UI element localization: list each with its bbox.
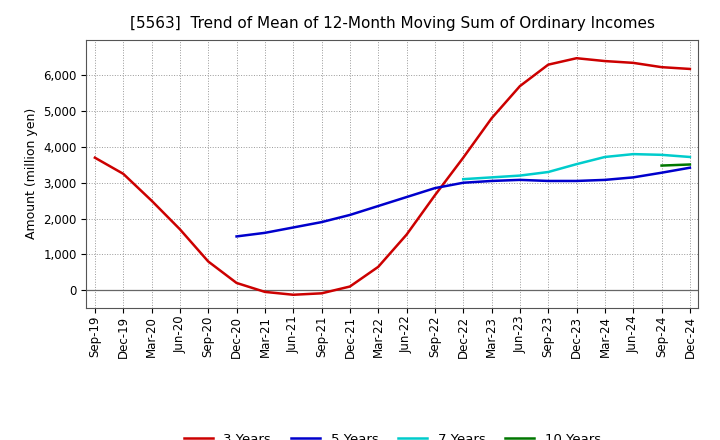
Title: [5563]  Trend of Mean of 12-Month Moving Sum of Ordinary Incomes: [5563] Trend of Mean of 12-Month Moving …	[130, 16, 655, 32]
3 Years	[544, 62, 552, 67]
3 Years	[176, 227, 184, 232]
10 Years	[685, 162, 694, 167]
3 Years	[600, 59, 609, 64]
5 Years	[572, 178, 581, 183]
7 Years	[600, 154, 609, 160]
3 Years	[431, 193, 439, 198]
3 Years	[119, 171, 127, 176]
7 Years	[572, 161, 581, 167]
Legend: 3 Years, 5 Years, 7 Years, 10 Years: 3 Years, 5 Years, 7 Years, 10 Years	[179, 427, 606, 440]
Line: 5 Years: 5 Years	[237, 168, 690, 236]
5 Years	[402, 194, 411, 200]
5 Years	[657, 170, 666, 176]
3 Years	[657, 65, 666, 70]
7 Years	[459, 176, 467, 182]
7 Years	[516, 173, 524, 178]
10 Years	[657, 163, 666, 168]
5 Years	[487, 178, 496, 183]
5 Years	[261, 230, 269, 235]
3 Years	[91, 155, 99, 160]
Line: 7 Years: 7 Years	[463, 154, 690, 179]
5 Years	[685, 165, 694, 170]
5 Years	[318, 220, 326, 225]
7 Years	[487, 175, 496, 180]
7 Years	[629, 151, 637, 157]
3 Years	[572, 55, 581, 61]
5 Years	[346, 213, 354, 218]
Line: 3 Years: 3 Years	[95, 58, 690, 295]
3 Years	[148, 198, 156, 203]
7 Years	[657, 152, 666, 158]
5 Years	[289, 225, 297, 230]
3 Years	[289, 292, 297, 297]
3 Years	[402, 232, 411, 237]
5 Years	[459, 180, 467, 185]
5 Years	[544, 178, 552, 183]
5 Years	[516, 177, 524, 183]
3 Years	[459, 155, 467, 160]
7 Years	[544, 169, 552, 175]
7 Years	[685, 154, 694, 160]
3 Years	[204, 259, 212, 264]
3 Years	[516, 84, 524, 89]
3 Years	[261, 289, 269, 294]
3 Years	[346, 284, 354, 289]
3 Years	[233, 280, 241, 286]
3 Years	[318, 291, 326, 296]
5 Years	[431, 186, 439, 191]
3 Years	[374, 264, 382, 269]
3 Years	[629, 60, 637, 66]
5 Years	[233, 234, 241, 239]
3 Years	[487, 116, 496, 121]
3 Years	[685, 66, 694, 72]
5 Years	[600, 177, 609, 183]
Y-axis label: Amount (million yen): Amount (million yen)	[24, 108, 37, 239]
5 Years	[374, 203, 382, 209]
5 Years	[629, 175, 637, 180]
